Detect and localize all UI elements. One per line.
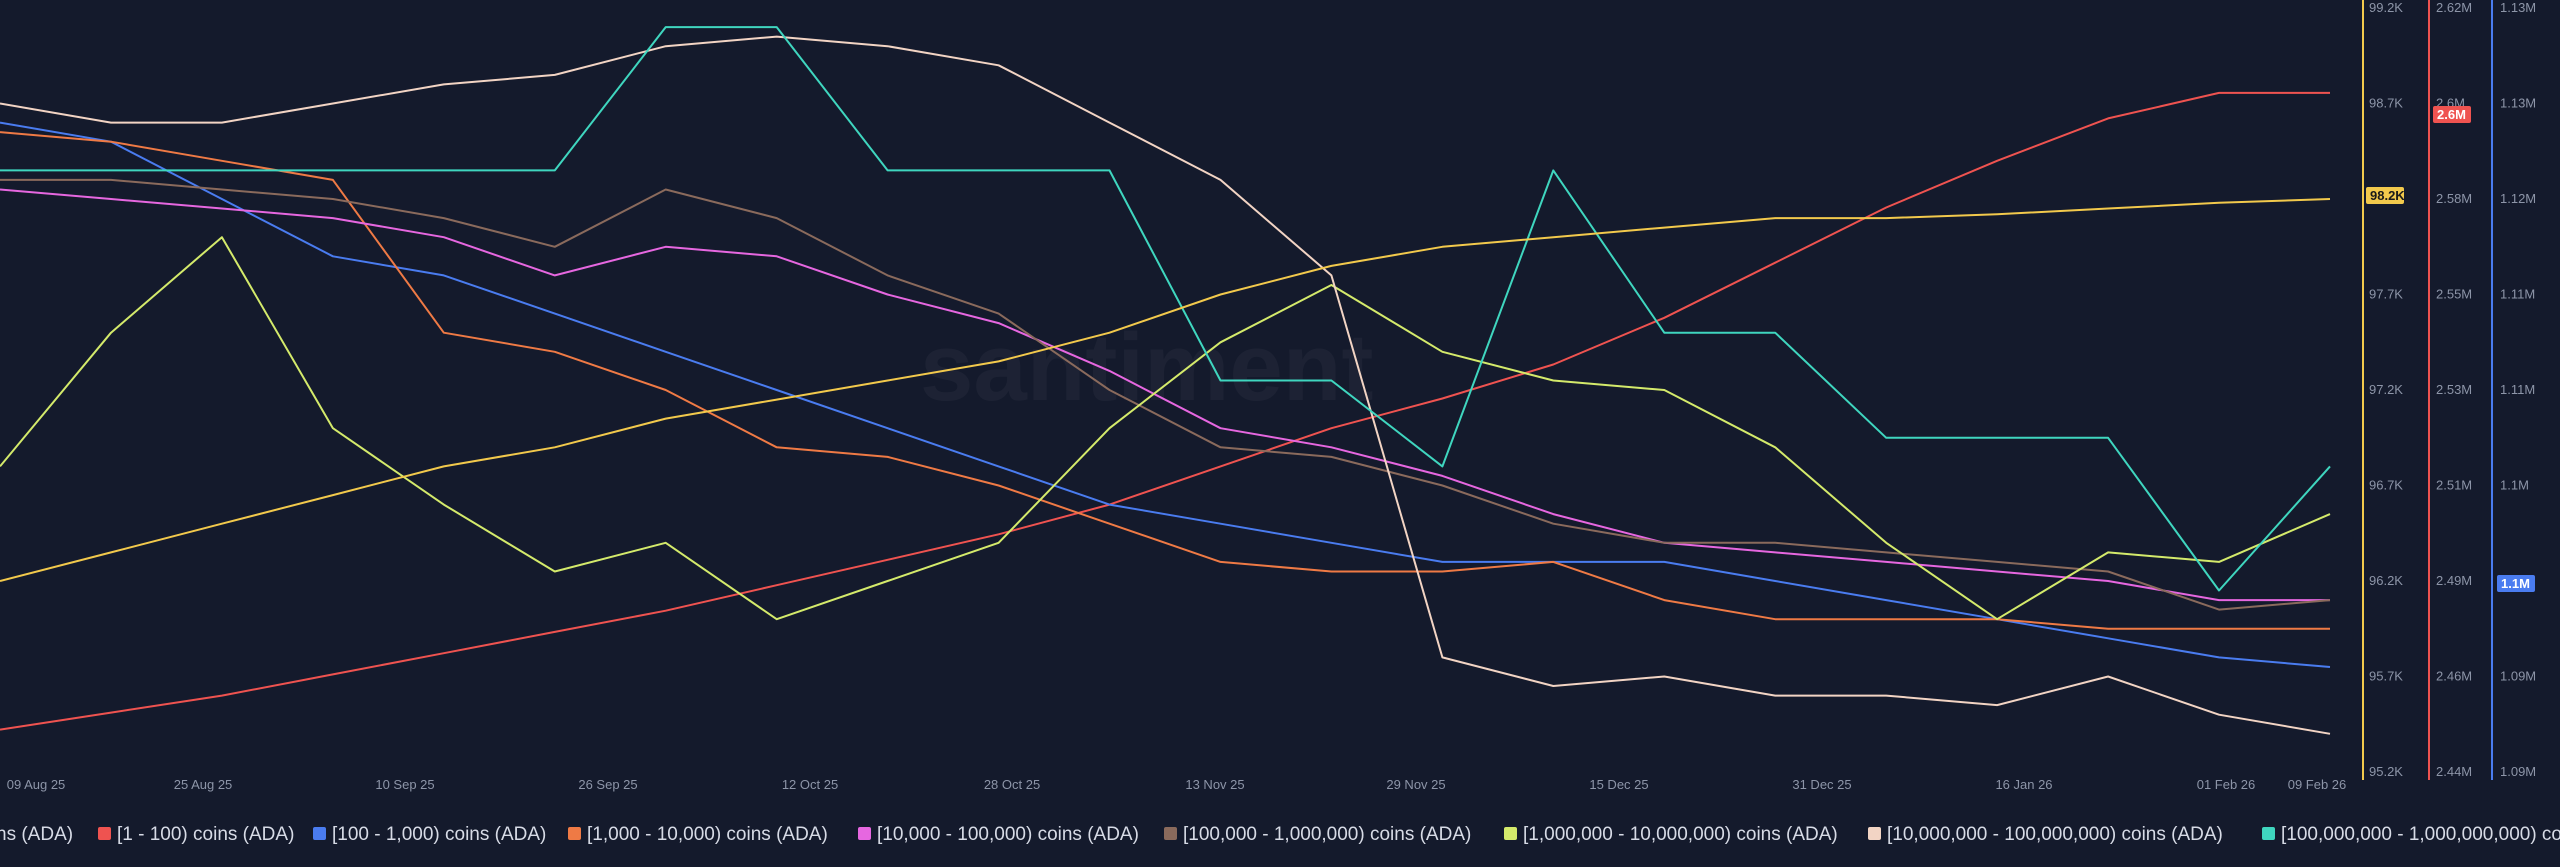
legend[interactable]: ns (ADA) [1 - 100) coins (ADA) [100 - 1,00… [0,824,2560,845]
price-axis-tick: 95.2K [2369,764,2403,779]
small-axis-tick: 2.46M [2436,669,2472,684]
legend-item[interactable]: [10,000,000 - 100,000,000) coins (ADA) [1868,824,2223,845]
legend-label: [1,000,000 - 10,000,000) coins (ADA) [1523,824,1838,845]
x-axis: 09 Aug 25 25 Aug 25 10 Sep 25 26 Sep 25 12 O… [7,777,2347,792]
legend-swatch [2262,827,2275,840]
small-value-badge-text: 2.6M [2437,107,2466,122]
legend-swatch [1504,827,1517,840]
small-axis-tick: 2.51M [2436,478,2472,493]
legend-label: [100 - 1,000) coins (ADA) [332,824,546,845]
legend-swatch [1868,827,1881,840]
legend-swatch [858,827,871,840]
small-axis-tick: 2.58M [2436,191,2472,206]
large-axis-tick: 1.09M [2500,669,2536,684]
legend-item[interactable]: [100,000,000 - 1,000,000,000) coins (ADA… [2262,824,2560,845]
legend-label: [10,000 - 100,000) coins (ADA) [877,824,1139,845]
small-axis-tick: 2.49M [2436,573,2472,588]
x-tick-label: 01 Feb 26 [2197,777,2256,792]
large-value-badge-text: 1.1M [2501,576,2530,591]
legend-label: [10,000,000 - 100,000,000) coins (ADA) [1887,824,2223,845]
large-axis-tick: 1.11M [2500,382,2535,397]
price-axis-tick: 98.7K [2369,96,2403,111]
series-line-6 [0,35,2331,735]
x-tick-label: 13 Nov 25 [1185,777,1244,792]
legend-label: [1,000 - 10,000) coins (ADA) [587,824,828,845]
legend-label: [100,000,000 - 1,000,000,000) coins (ADA… [2281,824,2560,845]
series-line-5 [0,236,2331,621]
legend-item[interactable]: [100,000 - 1,000,000) coins (ADA) [1164,824,1471,845]
price-axis-tick: 96.2K [2369,573,2403,588]
series-line-0 [0,91,2330,731]
series-line-2 [0,131,2330,630]
legend-item[interactable]: [100 - 1,000) coins (ADA) [313,824,546,845]
small-value-badge [2433,106,2471,123]
small-axis-tick: 2.55M [2436,287,2472,302]
price-axis-tick: 97.2K [2369,382,2403,397]
legend-swatch [313,827,326,840]
watermark: santiment [920,314,1373,421]
large-axis-tick: 1.13M [2500,0,2536,15]
x-tick-label: 31 Dec 25 [1792,777,1851,792]
x-tick-label: 09 Aug 25 [7,777,66,792]
x-tick-label: 10 Sep 25 [375,777,434,792]
x-tick-label: 28 Oct 25 [984,777,1040,792]
series-line-3 [0,188,2330,602]
x-tick-label: 25 Aug 25 [174,777,233,792]
legend-label: [100,000 - 1,000,000) coins (ADA) [1183,824,1471,845]
legend-swatch [1164,827,1177,840]
small-axis-tick: 2.44M [2436,764,2472,779]
x-tick-label: 15 Dec 25 [1589,777,1648,792]
price-axis-tick: 95.7K [2369,669,2403,684]
legend-leading-fragment: ns (ADA) [0,824,73,845]
x-tick-label: 29 Nov 25 [1386,777,1445,792]
price-axis-tick: 99.2K [2369,0,2403,15]
x-tick-label: 26 Sep 25 [578,777,637,792]
legend-item[interactable]: [1,000,000 - 10,000,000) coins (ADA) [1504,824,1838,845]
price-value-badge-text: 98.2K [2370,188,2405,203]
series-line-1 [0,121,2331,668]
large-axis-tick: 1.1M [2500,478,2529,493]
large-value-badge [2497,575,2535,592]
x-tick-label: 09 Feb 26 [2288,777,2347,792]
series-line-4 [0,178,2331,611]
price-axis-tick: 97.7K [2369,287,2403,302]
legend-item[interactable]: [10,000 - 100,000) coins (ADA) [858,824,1139,845]
large-axis-tick: 1.13M [2500,96,2536,111]
legend-swatch [568,827,581,840]
legend-item[interactable]: [1 - 100) coins (ADA) [98,824,294,845]
legend-label: [1 - 100) coins (ADA) [117,824,294,845]
legend-swatch [98,827,111,840]
x-tick-label: 16 Jan 26 [1995,777,2052,792]
y-axes: 99.2K 98.7K 98.2K 97.7K 97.2K 96.7K 96.2K 95.7K… [2362,0,2536,780]
x-tick-label: 12 Oct 25 [782,777,838,792]
plot-lines [0,26,2331,735]
small-axis-tick: 2.62M [2436,0,2472,15]
large-axis-tick: 1.11M [2500,287,2535,302]
series-line-7 [0,26,2331,592]
legend-item[interactable]: [1,000 - 10,000) coins (ADA) [568,824,828,845]
large-axis-tick: 1.12M [2500,191,2536,206]
price-axis-tick: 96.7K [2369,478,2403,493]
price-value-badge [2366,187,2404,204]
large-axis-tick: 1.09M [2500,764,2536,779]
series-line-8 [0,198,2331,582]
small-axis-tick: 2.53M [2436,382,2472,397]
